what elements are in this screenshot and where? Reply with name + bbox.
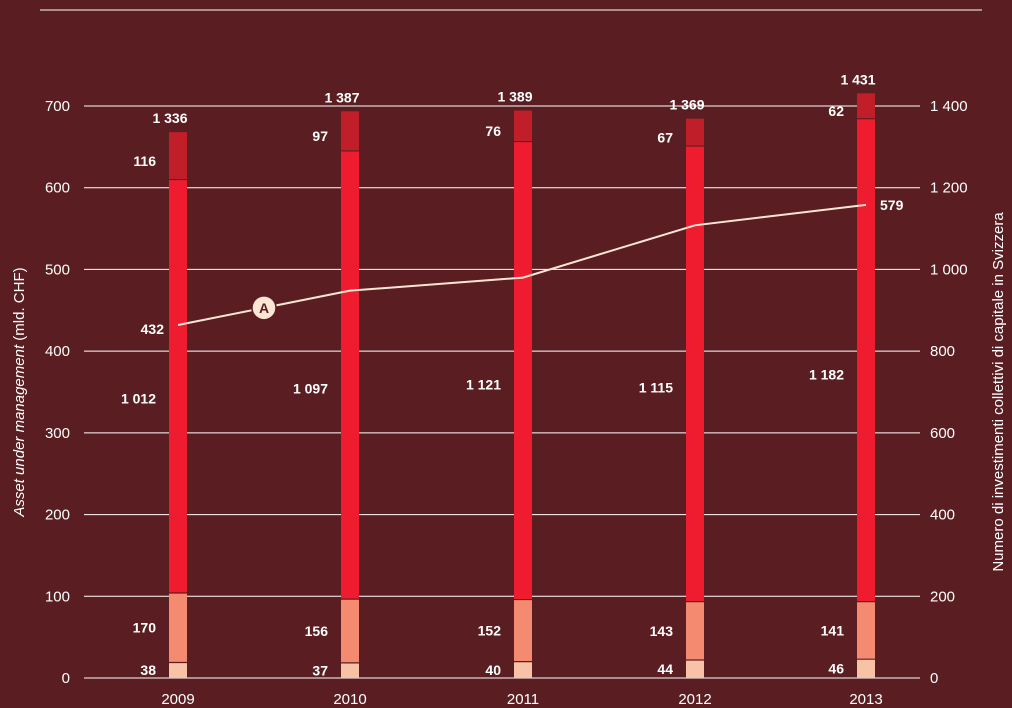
bar-segment <box>514 661 532 678</box>
y-right-axis-title: Numero di investimenti collettivi di cap… <box>990 212 1007 572</box>
bar-segment <box>686 146 704 602</box>
bar-segment <box>857 659 875 678</box>
bar-segment <box>686 601 704 661</box>
y-right-tick-label: 0 <box>930 670 938 687</box>
bar-total-label: 1 369 <box>669 97 704 113</box>
y-right-tick-label: 1 200 <box>930 180 968 197</box>
y-right-tick-label: 1 400 <box>930 98 968 115</box>
bar-segment <box>169 132 187 180</box>
line-marker-circle <box>251 295 277 321</box>
bar-value-label: 1 121 <box>466 376 501 392</box>
line-marker-label: A <box>259 300 269 316</box>
y-right-tick-label: 1 000 <box>930 261 968 278</box>
bar-segment <box>686 118 704 147</box>
bar-segment <box>514 141 532 600</box>
x-tick-label: 2011 <box>507 691 539 708</box>
x-tick-label: 2012 <box>678 691 711 708</box>
bar-value-label: 141 <box>821 622 845 638</box>
y-left-tick-label: 600 <box>45 180 70 197</box>
bar-total-label: 1 389 <box>497 88 532 104</box>
bar-segment <box>857 118 875 602</box>
y-left-tick-label: 400 <box>45 343 70 360</box>
bar-segment <box>341 150 359 600</box>
x-tick-label: 2010 <box>333 691 366 708</box>
y-left-tick-label: 200 <box>45 507 70 524</box>
bar-segment <box>341 599 359 663</box>
bar-segment <box>341 111 359 151</box>
y-left-axis-title: Asset under management (mld. CHF) <box>11 267 28 517</box>
bar-value-label: 44 <box>657 661 673 677</box>
y-right-tick-label: 800 <box>930 343 955 360</box>
bar-segment <box>857 601 875 660</box>
bar-value-label: 116 <box>133 153 156 169</box>
bar-value-label: 1 182 <box>809 367 844 383</box>
y-left-axis-title-unit: (mld. CHF) <box>11 267 28 345</box>
bar-segment <box>514 110 532 142</box>
bar-value-label: 38 <box>140 662 156 678</box>
y-right-tick-label: 600 <box>930 425 955 442</box>
data-labels: 38 170 1 012 116 1 336 37 156 1 097 97 1 387 40 152… <box>121 71 904 678</box>
y-left-tick-label: 100 <box>45 588 70 605</box>
bar-total-label: 1 387 <box>324 89 359 105</box>
y-left-tick-label: 300 <box>45 425 70 442</box>
bar-segment <box>514 599 532 662</box>
bar-value-label: 97 <box>312 128 328 144</box>
bar-value-label: 143 <box>650 623 674 639</box>
bar-segment <box>341 662 359 678</box>
bar-value-label: 152 <box>478 623 502 639</box>
y-left-tick-label: 500 <box>45 261 70 278</box>
bar-value-label: 37 <box>312 662 328 678</box>
y-right-tick-label: 400 <box>930 507 955 524</box>
bar-value-label: 62 <box>828 103 844 119</box>
x-tick-label: 2013 <box>849 691 882 708</box>
bar-value-label: 1 115 <box>639 379 673 395</box>
bar-total-label: 1 431 <box>840 71 875 87</box>
line-series <box>177 203 867 326</box>
x-tick-label: 2009 <box>161 691 194 708</box>
line-value-label: 579 <box>880 197 904 213</box>
bar-total-label: 1 336 <box>152 110 187 126</box>
bar-value-label: 46 <box>828 661 844 677</box>
y-left-tick-label: 0 <box>62 670 70 687</box>
y-left-tick-label: 700 <box>45 98 70 115</box>
bar-value-label: 156 <box>305 623 329 639</box>
bar-value-label: 67 <box>657 129 673 145</box>
bar-segment <box>169 593 187 663</box>
y-left-axis-title-italic: Asset under management <box>11 344 28 518</box>
gridlines <box>84 105 920 679</box>
bar-value-label: 76 <box>485 123 501 139</box>
bars <box>169 93 875 678</box>
axes: 0 100 200 300 400 500 600 700 0 200 400 600 800 1 000… <box>11 98 1007 708</box>
bar-segment <box>169 179 187 594</box>
bar-segment <box>686 660 704 678</box>
bar-value-label: 170 <box>133 620 157 636</box>
y-right-tick-label: 200 <box>930 588 955 605</box>
bar-value-label: 1 097 <box>293 380 328 396</box>
bar-segment <box>857 93 875 119</box>
bar-segment <box>169 662 187 678</box>
bar-value-label: 40 <box>485 662 501 678</box>
line-value-label: 432 <box>141 321 165 337</box>
bar-value-label: 1 012 <box>121 391 156 407</box>
